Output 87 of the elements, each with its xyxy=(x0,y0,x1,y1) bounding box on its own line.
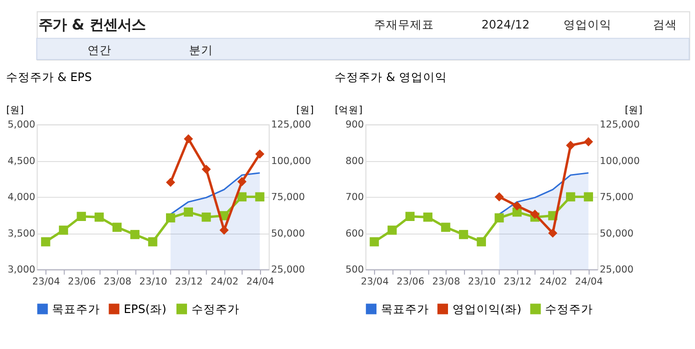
text: 연간 xyxy=(88,42,112,57)
y-tick-label: 4,500 xyxy=(8,156,36,167)
text: 분기 xyxy=(189,42,214,57)
y2-tick-label: 50,000 xyxy=(600,228,634,240)
point xyxy=(584,137,594,146)
y2-tick-label: 50,000 xyxy=(271,228,305,240)
y2-tick-label: 125,000 xyxy=(600,120,640,131)
x-tick-label: 23/10 xyxy=(468,276,496,288)
x-tick-label: 23/08 xyxy=(432,276,460,288)
point xyxy=(530,210,540,219)
x-tick-label: 24/02 xyxy=(210,276,239,288)
x-tick-label: 23/06 xyxy=(396,276,424,288)
point xyxy=(184,134,193,144)
point xyxy=(458,230,468,240)
point xyxy=(584,192,594,202)
y2-tick-label: 25,000 xyxy=(271,264,305,276)
point xyxy=(476,237,486,246)
y2-axis-title: [원] xyxy=(624,105,642,116)
text: 영업이익 xyxy=(564,18,612,32)
y-tick-label: 700 xyxy=(345,192,364,204)
chart-title: 수정주가 & 영업이익 xyxy=(334,70,447,84)
x-tick-label: 23/06 xyxy=(68,276,96,288)
point xyxy=(512,201,522,210)
point xyxy=(388,226,397,235)
y2-tick-label: 75,000 xyxy=(271,192,305,204)
y2-axis-title: [원] xyxy=(296,105,314,116)
point xyxy=(441,222,450,232)
point xyxy=(220,226,229,235)
point xyxy=(166,178,176,187)
x-tick-label: 23/08 xyxy=(104,276,132,288)
y-axis-title: [원] xyxy=(6,105,24,116)
y-tick-label: 3,500 xyxy=(8,228,36,240)
point xyxy=(166,213,176,222)
y2-tick-label: 75,000 xyxy=(600,192,634,204)
legend-label: 수정주가 xyxy=(545,302,594,316)
point xyxy=(202,164,211,174)
point xyxy=(548,228,558,238)
legend-label: EPS(좌) xyxy=(124,302,166,316)
x-tick-label: 24/04 xyxy=(575,276,603,288)
point xyxy=(255,192,264,202)
point xyxy=(184,207,193,217)
point xyxy=(566,192,576,202)
point xyxy=(494,192,504,202)
text: 주재무제표 xyxy=(374,18,434,32)
y-axis-title: [억원] xyxy=(334,105,362,116)
y-tick-label: 3,000 xyxy=(8,264,36,276)
x-tick-label: 23/10 xyxy=(139,276,168,288)
y-tick-label: 4,000 xyxy=(8,192,36,204)
point xyxy=(130,230,140,240)
x-tick-label: 24/04 xyxy=(246,276,274,288)
y2-tick-label: 100,000 xyxy=(271,156,312,167)
y2-tick-label: 25,000 xyxy=(600,264,634,276)
point xyxy=(370,237,379,246)
y-tick-label: 5,000 xyxy=(8,120,36,131)
y2-tick-label: 125,000 xyxy=(271,120,312,131)
point xyxy=(148,237,158,246)
point xyxy=(237,192,247,202)
y-tick-label: 900 xyxy=(345,120,364,131)
x-tick-label: 24/02 xyxy=(539,276,568,288)
y-tick-label: 600 xyxy=(345,228,364,240)
y2-tick-label: 100,000 xyxy=(600,156,640,167)
x-tick-label: 23/12 xyxy=(174,276,203,288)
x-tick-label: 23/12 xyxy=(504,276,532,288)
legend-label: 영업이익(좌) xyxy=(452,302,522,316)
legend-label: 목표주가 xyxy=(380,302,429,316)
point xyxy=(566,140,576,150)
x-tick-label: 23/04 xyxy=(32,276,60,288)
text: 검색 xyxy=(653,18,678,32)
point xyxy=(405,212,415,221)
point xyxy=(202,212,211,222)
text: 주가 & 컨센서스 xyxy=(38,18,146,34)
point xyxy=(76,212,86,221)
x-tick-label: 23/04 xyxy=(360,276,389,288)
legend-label: 수정주가 xyxy=(191,302,240,316)
y-tick-label: 500 xyxy=(345,264,364,276)
point xyxy=(58,226,68,235)
point xyxy=(255,149,264,159)
point xyxy=(94,212,104,222)
point xyxy=(423,212,432,222)
legend-label: 목표주가 xyxy=(52,302,100,316)
y-tick-label: 800 xyxy=(345,156,364,167)
point xyxy=(237,177,247,186)
text: 2024/12 xyxy=(481,18,530,32)
chart-title: 수정주가 & EPS xyxy=(6,70,92,84)
point xyxy=(494,213,504,222)
point xyxy=(41,237,50,246)
point xyxy=(112,222,122,232)
